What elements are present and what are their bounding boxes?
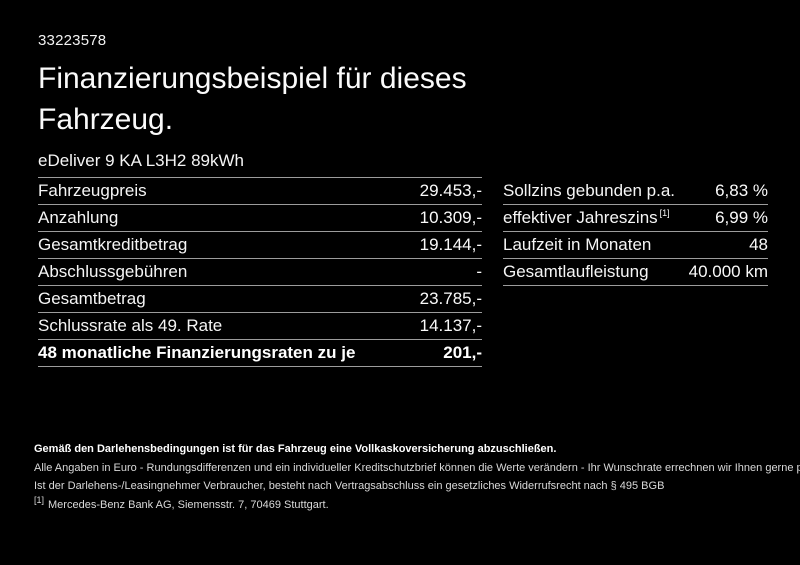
row-label: Anzahlung	[38, 208, 119, 227]
row-label: Gesamtbetrag	[38, 289, 146, 308]
table-row-gesamtbetrag: Gesamtbetrag 23.785,-	[38, 286, 482, 313]
table-row-anzahlung: Anzahlung 10.309,-	[38, 205, 482, 232]
reference-number: 33223578	[38, 32, 107, 49]
table-row-laufzeit: Laufzeit in Monaten 48	[503, 232, 768, 259]
row-value: 23.785,-	[419, 289, 482, 308]
row-label-text: effektiver Jahreszins	[503, 208, 658, 227]
row-label: Gesamtkreditbetrag	[38, 235, 188, 254]
row-value: 201,-	[443, 343, 482, 362]
row-value: 6,99 %	[715, 208, 768, 227]
finance-table: eDeliver 9 KA L3H2 89kWh Fahrzeugpreis 2…	[38, 145, 482, 367]
row-label: Fahrzeugpreis	[38, 181, 147, 200]
page-title-line2: Fahrzeug.	[38, 103, 174, 136]
row-value: 19.144,-	[419, 235, 482, 254]
page-title: Finanzierungsbeispiel für dieses Fahrzeu…	[38, 58, 467, 140]
table-row-gesamtkreditbetrag: Gesamtkreditbetrag 19.144,-	[38, 232, 482, 259]
row-value: 6,83 %	[715, 181, 768, 200]
row-value: 14.137,-	[419, 316, 482, 335]
row-label: 48 monatliche Finanzierungsraten zu je	[38, 343, 356, 362]
finance-columns: eDeliver 9 KA L3H2 89kWh Fahrzeugpreis 2…	[38, 145, 768, 367]
footnote-marker-icon: [1]	[659, 208, 670, 219]
page-title-line1: Finanzierungsbeispiel für dieses	[38, 62, 467, 95]
bank-footnote-text: Mercedes-Benz Bank AG, Siemensstr. 7, 70…	[48, 498, 329, 511]
table-row-schlussrate: Schlussrate als 49. Rate 14.137,-	[38, 313, 482, 340]
footnote-marker-icon: [1]	[34, 494, 45, 505]
row-value: 29.453,-	[419, 181, 482, 200]
rounding-note: Alle Angaben in Euro - Rundungsdifferenz…	[34, 461, 800, 474]
row-value: 48	[749, 235, 768, 254]
bank-footnote: [1] Mercedes-Benz Bank AG, Siemensstr. 7,…	[34, 494, 784, 515]
withdrawal-note: Ist der Darlehens-/Leasingnehmer Verbrau…	[34, 480, 665, 492]
row-label: Schlussrate als 49. Rate	[38, 316, 223, 335]
conditions-table: Sollzins gebunden p.a. 6,83 % effektiver…	[503, 178, 768, 367]
row-label: effektiver Jahreszins [1]	[503, 208, 670, 228]
table-row-abschlussgebuehren: Abschlussgebühren -	[38, 259, 482, 286]
row-label: Sollzins gebunden p.a.	[503, 181, 676, 200]
vehicle-model: eDeliver 9 KA L3H2 89kWh	[38, 145, 482, 178]
insurance-note: Gemäß den Darlehensbedingungen ist für d…	[34, 443, 557, 455]
fineprint: Gemäß den Darlehensbedingungen ist für d…	[34, 440, 800, 515]
table-row-monatsrate: 48 monatliche Finanzierungsraten zu je 2…	[38, 340, 482, 367]
row-label: Abschlussgebühren	[38, 262, 188, 281]
row-value: 40.000 km	[688, 262, 768, 281]
table-row-effektiver-jahreszins: effektiver Jahreszins [1] 6,99 %	[503, 205, 768, 232]
table-row-gesamtlaufleistung: Gesamtlaufleistung 40.000 km	[503, 259, 768, 286]
row-label: Gesamtlaufleistung	[503, 262, 649, 281]
table-row-fahrzeugpreis: Fahrzeugpreis 29.453,-	[38, 178, 482, 205]
row-value: -	[476, 262, 482, 281]
row-value: 10.309,-	[419, 208, 482, 227]
table-row-sollzins: Sollzins gebunden p.a. 6,83 %	[503, 178, 768, 205]
row-label: Laufzeit in Monaten	[503, 235, 652, 254]
